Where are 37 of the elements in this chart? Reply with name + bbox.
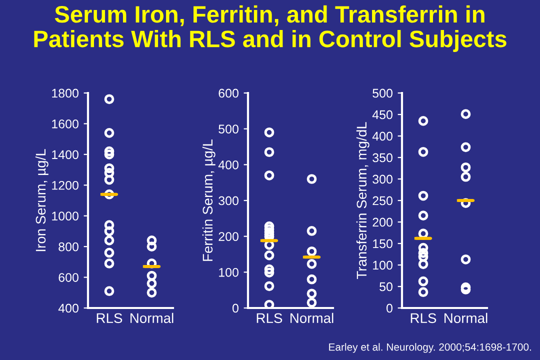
- y-tick-label: 250: [372, 196, 392, 206]
- x-tick-label: Normal: [290, 312, 334, 324]
- x-tick-label: RLS: [256, 313, 282, 324]
- y-axis-title: Transferrin Serum, mg/dL: [356, 122, 370, 280]
- y-tick-label: 300: [218, 196, 238, 206]
- y-tick-label: 300: [372, 174, 392, 184]
- x-tick-label: RLS: [410, 313, 436, 324]
- y-tick-label: 100: [219, 268, 238, 277]
- y-tick-label: 350: [372, 153, 392, 162]
- y-tick-label: 1000: [52, 212, 78, 221]
- y-tick-label: 450: [372, 110, 392, 120]
- y-tick-label: 1200: [52, 180, 78, 190]
- y-tick-label: 600: [58, 273, 78, 282]
- y-tick-label: 0: [386, 304, 392, 313]
- y-tick-label: 1600: [52, 120, 78, 128]
- y-tick-label: 400: [58, 304, 78, 313]
- y-tick-label: 800: [58, 242, 78, 252]
- y-tick-label: 500: [218, 124, 238, 134]
- text: Serum Iron, Ferritin, and Transferrin in Patients With RLS and in Control Subjects: [34, 5, 506, 52]
- y-tick-label: 1800: [52, 88, 78, 98]
- y-tick-label: 150: [373, 239, 392, 248]
- y-tick-label: 1400: [52, 150, 78, 160]
- y-tick-label: 0: [232, 304, 238, 313]
- y-tick-label: 200: [372, 218, 392, 227]
- y-tick-label: 100: [373, 260, 392, 270]
- y-tick-label: 50: [380, 282, 392, 292]
- text: Earley et al. Neurology. 2000;54:1698-1700.: [329, 343, 531, 353]
- x-tick-label: Normal: [130, 312, 174, 324]
- y-axis-title: Ferritin Serum, µg/L: [202, 139, 216, 261]
- y-axis-title: Iron Serum, µg/L: [35, 149, 48, 252]
- y-tick-label: 600: [218, 88, 238, 98]
- y-tick-label: 200: [218, 232, 238, 241]
- y-tick-label: 400: [372, 132, 392, 141]
- y-tick-label: 400: [218, 160, 238, 170]
- x-tick-label: RLS: [96, 313, 122, 324]
- x-tick-label: Normal: [444, 312, 488, 324]
- y-tick-label: 500: [372, 88, 392, 98]
